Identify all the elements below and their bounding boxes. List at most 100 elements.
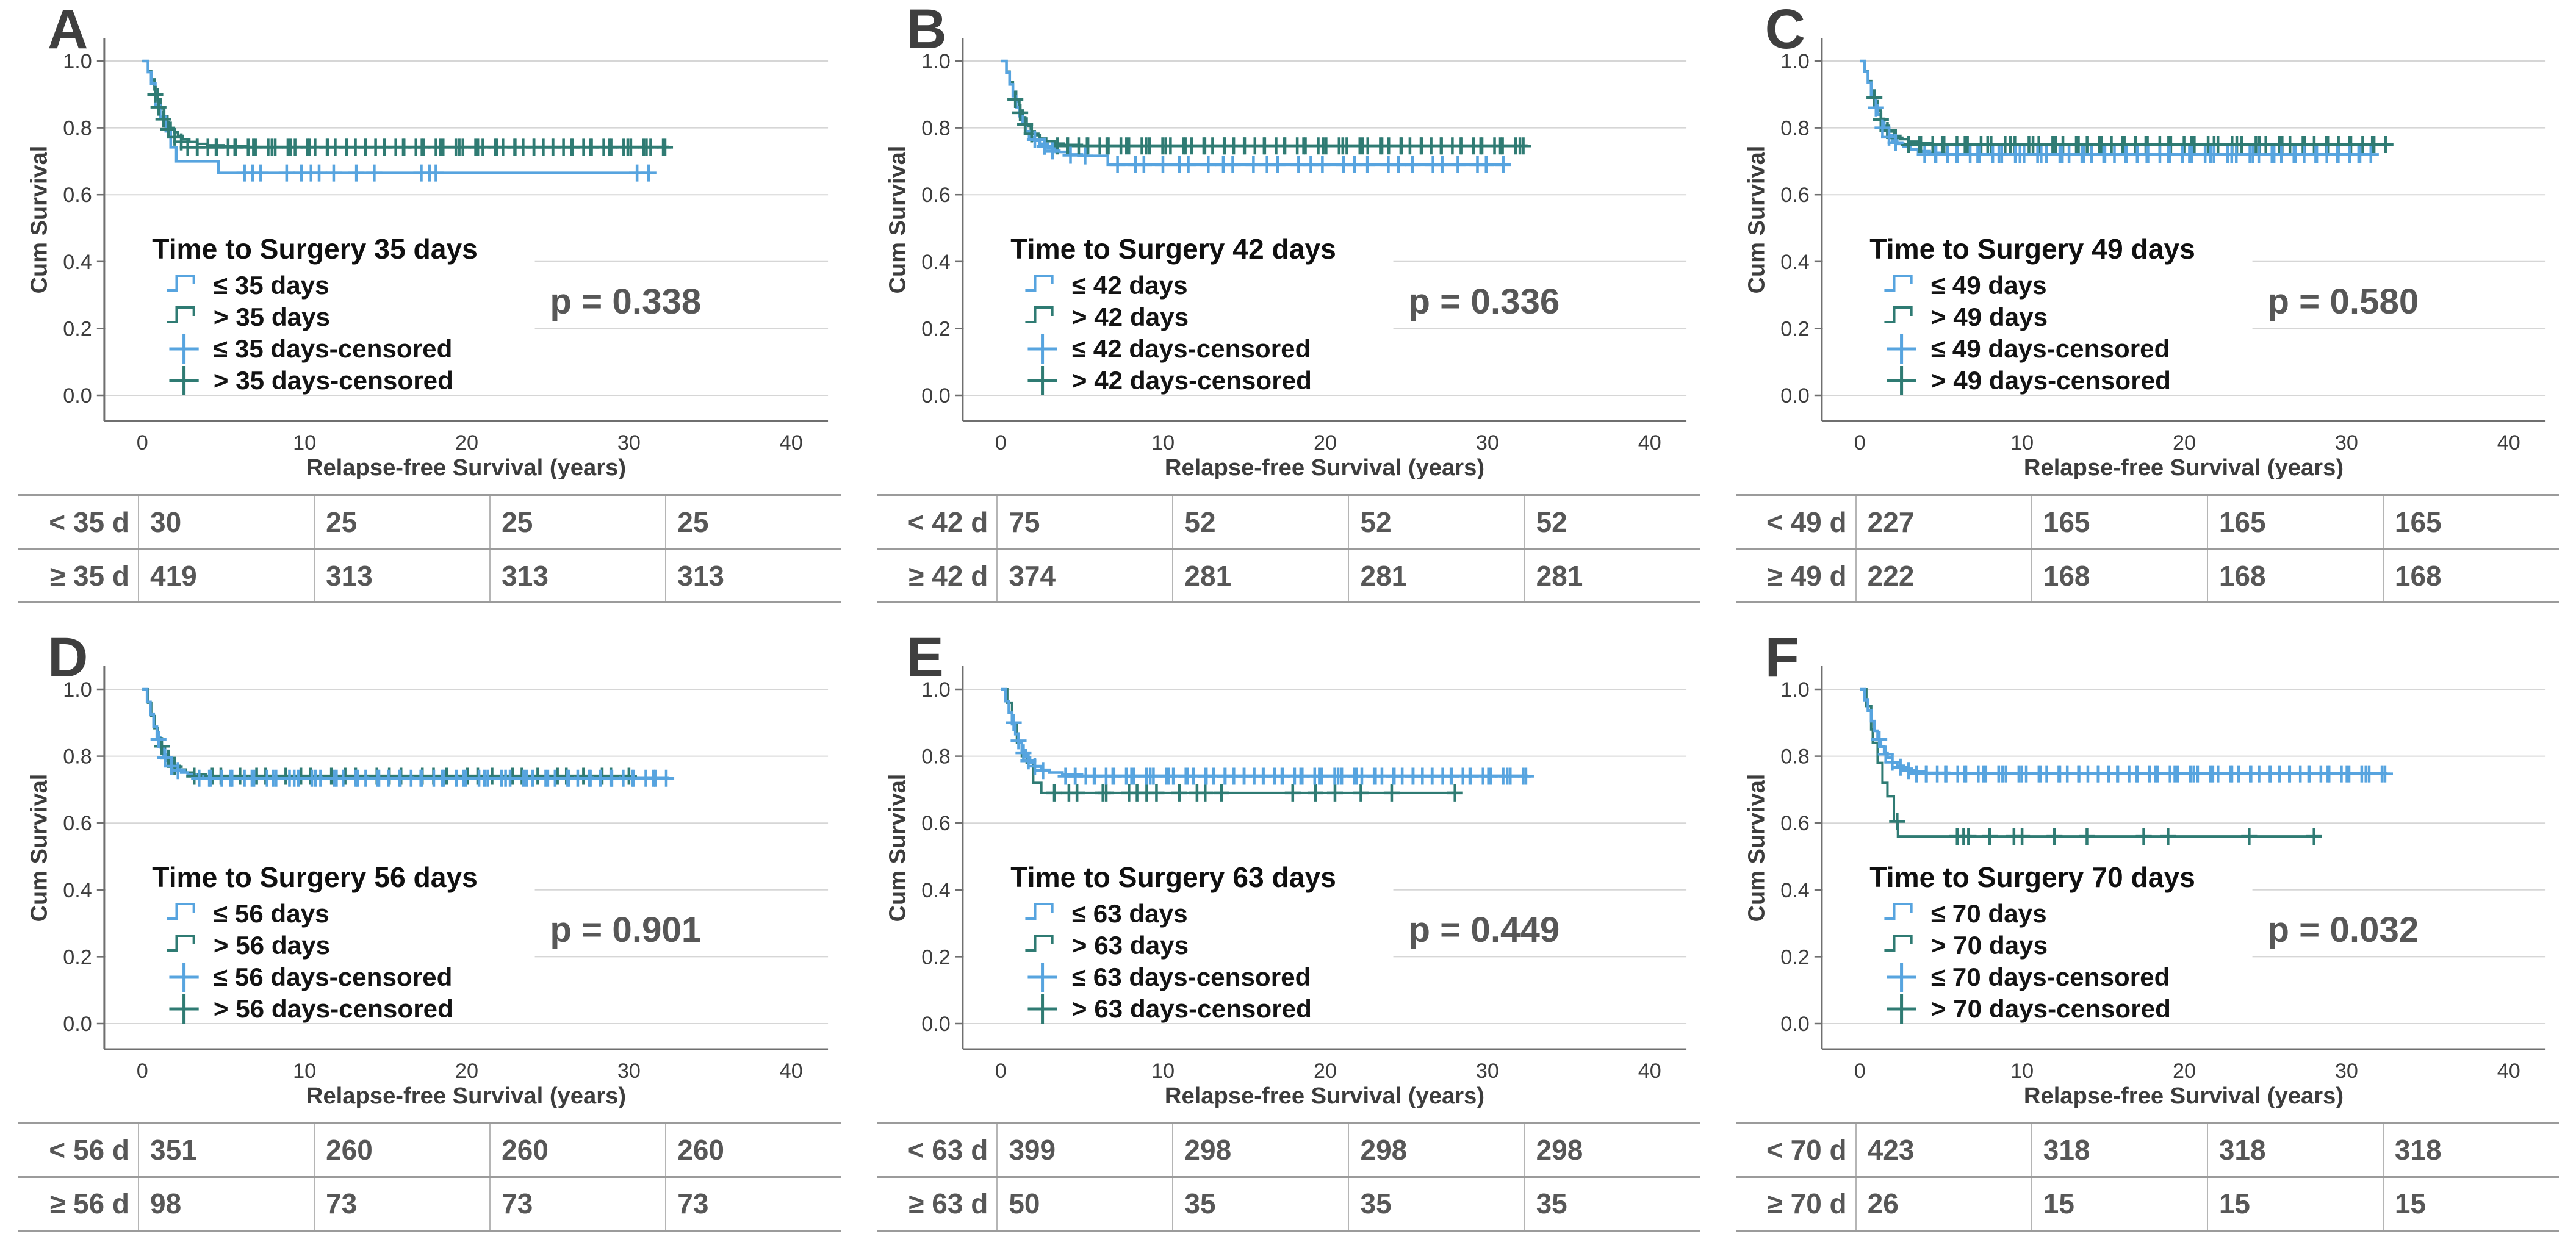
p-value-label: p = 0.580 [2267, 282, 2419, 321]
step-icon [1025, 902, 1054, 920]
y-tick-label: 0.6 [922, 812, 951, 835]
risk-count-cell: 50 [996, 1177, 1173, 1230]
legend-item-label: ≤ 49 days [1930, 271, 2046, 300]
step-icon [1025, 934, 1054, 952]
legend-title: Time to Surgery 63 days [1011, 861, 1337, 893]
legend-item-label: ≤ 35 days [214, 271, 329, 300]
risk-count-cell: 260 [489, 1123, 666, 1177]
risk-count-cell: 318 [2382, 1123, 2559, 1177]
risk-row-label: < 56 d [49, 1134, 129, 1166]
y-tick-label: 0.8 [63, 117, 92, 140]
legend-item-label: ≤ 56 days [214, 899, 329, 928]
risk-row-label: < 49 d [1766, 506, 1847, 538]
risk-count-cell: 260 [314, 1123, 491, 1177]
x-axis-title: Relapse-free Survival (years) [1165, 1083, 1484, 1108]
legend-item-label: > 70 days-censored [1930, 994, 2170, 1023]
y-tick-label: 0.2 [63, 317, 92, 340]
y-tick-label: 0.2 [922, 946, 951, 969]
p-value-label: p = 0.901 [550, 910, 701, 950]
y-tick-label: 0.8 [1780, 745, 1809, 768]
risk-row-label: ≥ 49 d [1767, 559, 1847, 592]
y-tick-label: 0.6 [922, 184, 951, 207]
step-icon [167, 306, 195, 323]
y-tick-label: 0.4 [922, 251, 951, 274]
risk-count-cell: 52 [1524, 495, 1700, 549]
risk-count-cell: 30 [137, 495, 315, 549]
y-tick-label: 0.2 [1780, 317, 1809, 340]
censor-marks-le [150, 730, 675, 787]
legend-item-label: ≤ 35 days-censored [214, 334, 453, 363]
km-curve-le [142, 687, 669, 779]
risk-count-cell: 52 [1348, 495, 1525, 549]
plus-icon [1887, 994, 1916, 1024]
panel-E: E 0.0 0.2 0.4 0.6 0.8 1.0 Cum Survival Time to S… [858, 628, 1717, 1256]
y-axis-title: Cum Survival [26, 146, 52, 294]
risk-count-cell: 35 [1524, 1177, 1700, 1230]
km-curve-gt [1859, 687, 2314, 838]
y-axis-title: Cum Survival [885, 146, 911, 294]
censor-marks-gt [1888, 813, 2322, 845]
plus-icon [1887, 334, 1916, 364]
y-tick-label: 0.4 [1780, 251, 1809, 274]
plus-icon [169, 366, 199, 395]
step-icon [1884, 275, 1913, 292]
plus-icon [1027, 334, 1058, 364]
x-tick-label: 0 [995, 1060, 1007, 1083]
risk-count-cell: 374 [996, 548, 1173, 603]
x-tick-label: 20 [2173, 1060, 2196, 1083]
legend-item-label: > 49 days [1930, 303, 2047, 331]
risk-row-label: < 42 d [907, 506, 988, 538]
risk-count-cell: 15 [2382, 1177, 2559, 1230]
risk-count-cell: 98 [137, 1177, 315, 1230]
x-axis-title: Relapse-free Survival (years) [2024, 1083, 2344, 1108]
legend-item-label: ≤ 70 days-censored [1930, 963, 2170, 991]
risk-row-label: < 35 d [49, 506, 129, 538]
x-tick-label: 20 [1314, 431, 1337, 454]
risk-row-label: ≥ 63 d [908, 1188, 988, 1219]
risk-table-row: ≥ 70 d 26 15 15 15 [1735, 1177, 2559, 1230]
y-tick-label: 1.0 [63, 50, 92, 73]
y-tick-label: 0.4 [63, 251, 92, 274]
censor-marks-gt [1007, 91, 1531, 155]
km-plot: 0.0 0.2 0.4 0.6 0.8 1.0 Cum Survival Time to Su… [1744, 38, 2545, 479]
risk-count-cell: 313 [665, 548, 842, 603]
y-tick-label: 0.4 [922, 878, 951, 902]
risk-table: < 56 d 351 260 260 260 ≥ 56 d 98 73 73 73 [18, 1122, 842, 1232]
risk-table: < 63 d 399 298 298 298 ≥ 63 d 50 35 35 35 [877, 1122, 1700, 1232]
km-curve-gt [1001, 60, 1528, 147]
panel-F: F 0.0 0.2 0.4 0.6 0.8 1.0 Cum Survival Time to S… [1718, 628, 2576, 1256]
y-tick-label: 0.2 [922, 317, 951, 340]
risk-count-cell: 165 [2031, 495, 2207, 549]
censor-marks-le [236, 164, 657, 182]
y-axis-title: Cum Survival [1744, 773, 1769, 922]
x-tick-label: 30 [1476, 431, 1499, 454]
risk-count-cell: 168 [2382, 548, 2559, 603]
risk-count-cell: 419 [137, 548, 315, 603]
risk-table-row: ≥ 63 d 50 35 35 35 [877, 1177, 1700, 1230]
km-curve-le [1001, 59, 1504, 167]
legend-item-label: ≤ 63 days-censored [1072, 963, 1311, 991]
y-tick-label: 0.6 [1780, 184, 1809, 207]
y-tick-label: 0.0 [922, 384, 951, 407]
risk-count-cell: 281 [1348, 548, 1525, 603]
legend-item-label: ≤ 70 days [1930, 899, 2046, 928]
censor-marks-le [1027, 131, 1512, 173]
panel-letter: D [48, 628, 88, 689]
km-curve-gt [142, 687, 630, 777]
km-plot: 0.0 0.2 0.4 0.6 0.8 1.0 Cum Survival Time to Su… [885, 38, 1687, 479]
panel-letter: F [1765, 628, 1799, 689]
risk-count-cell: 281 [1524, 548, 1700, 603]
plus-icon [169, 994, 199, 1024]
legend-item-label: > 56 days-censored [214, 994, 453, 1023]
y-axis-title: Cum Survival [26, 773, 52, 922]
p-value-label: p = 0.032 [2267, 910, 2419, 950]
risk-table: < 49 d 227 165 165 165 ≥ 49 d 222 168 168 168 [1735, 494, 2559, 603]
legend-item-label: > 42 days-censored [1072, 366, 1312, 395]
panel-letter: C [1765, 0, 1805, 60]
risk-count-cell: 25 [665, 495, 842, 549]
x-tick-label: 0 [137, 1060, 148, 1083]
step-icon [167, 275, 195, 292]
y-tick-label: 0.0 [1780, 1013, 1809, 1036]
x-tick-label: 10 [2010, 431, 2034, 454]
